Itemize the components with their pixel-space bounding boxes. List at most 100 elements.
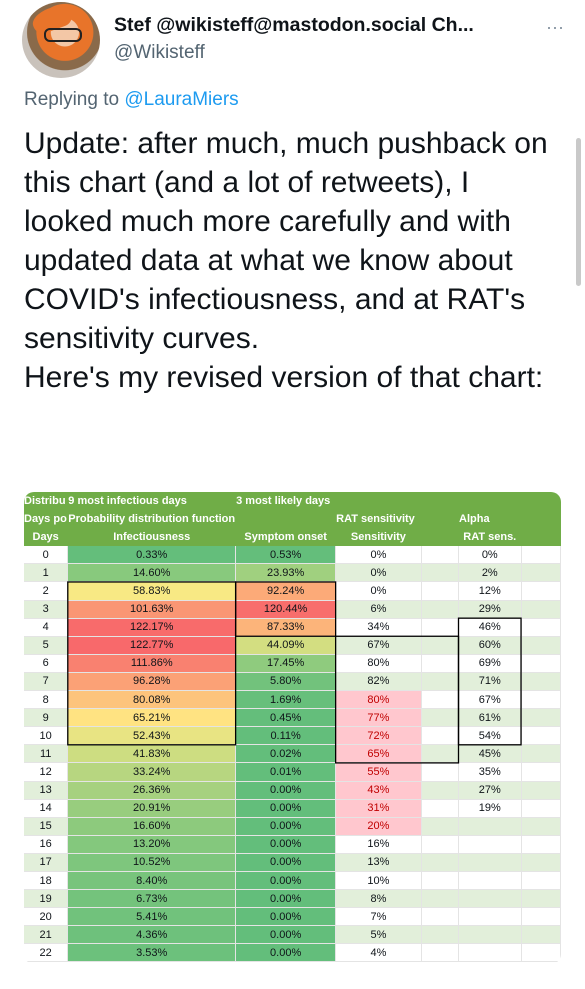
empty-cell <box>521 835 561 854</box>
cell-onset: 0.00% <box>235 871 337 891</box>
cell-day: 0 <box>24 545 69 565</box>
empty-cell <box>521 708 561 728</box>
cell-sens: 20% <box>335 817 422 836</box>
display-name[interactable]: Stef @wikisteff@mastodon.social Ch... <box>114 14 474 36</box>
cell-day: 9 <box>24 708 69 728</box>
cell-inf: 58.83% <box>67 581 237 601</box>
cell-alpha: 27% <box>458 781 522 800</box>
cell-sens: 43% <box>335 781 422 800</box>
cell-inf: 96.28% <box>67 672 237 692</box>
cell-alpha <box>458 853 522 872</box>
reply-mention-link[interactable]: @LauraMiers <box>124 89 239 110</box>
cell-inf: 20.91% <box>67 799 237 818</box>
cell-inf: 6.73% <box>67 889 237 909</box>
empty-cell <box>421 563 460 583</box>
spreadsheet-table: Distribu 9 most infectious days 3 most lik… <box>24 492 561 963</box>
cell-alpha: 2% <box>458 563 522 583</box>
header-cell: Distribu <box>24 492 69 511</box>
cell-inf: 16.60% <box>67 817 237 836</box>
header-cell: Probability distribution function <box>67 509 237 529</box>
cell-inf: 101.63% <box>67 600 237 619</box>
empty-cell <box>421 943 460 963</box>
cell-onset: 17.45% <box>235 654 337 673</box>
cell-day: 2 <box>24 581 69 601</box>
cell-sens: 31% <box>335 799 422 818</box>
empty-cell <box>521 581 561 601</box>
cell-sens: 80% <box>335 654 422 673</box>
user-handle[interactable]: @Wikisteff <box>114 42 205 63</box>
table-row: 15 16.60% 0.00% 20% <box>24 817 561 836</box>
cell-alpha: 19% <box>458 799 522 818</box>
empty-cell <box>421 618 460 637</box>
cell-sens: 4% <box>335 943 422 963</box>
cell-inf: 111.86% <box>67 654 237 673</box>
empty-cell <box>421 600 460 619</box>
table-row: 12 33.24% 0.01% 55% 35% <box>24 762 561 782</box>
replying-to: Replying to @LauraMiers <box>24 89 239 111</box>
cell-inf: 65.21% <box>67 708 237 728</box>
more-options-icon[interactable]: ⋯ <box>546 18 565 38</box>
cell-inf: 5.41% <box>67 907 237 927</box>
table-row: 11 41.83% 0.02% 65% 45% <box>24 744 561 764</box>
header-cell <box>421 492 460 511</box>
header-cell: Infectiousness <box>67 527 237 547</box>
cell-onset: 0.00% <box>235 799 337 818</box>
cell-day: 5 <box>24 636 69 655</box>
cell-inf: 3.53% <box>67 943 237 963</box>
cell-day: 8 <box>24 690 69 710</box>
cell-day: 10 <box>24 726 69 746</box>
cell-onset: 0.02% <box>235 744 337 764</box>
cell-onset: 0.00% <box>235 925 337 945</box>
cell-sens: 72% <box>335 726 422 746</box>
header-cell: Symptom onset <box>235 527 337 547</box>
table-row: 7 96.28% 5.80% 82% 71% <box>24 672 561 692</box>
cell-alpha <box>458 871 522 891</box>
header-cell: Sensitivity <box>335 527 422 547</box>
cell-onset: 0.11% <box>235 726 337 746</box>
cell-alpha: 67% <box>458 690 522 710</box>
header-cell <box>421 509 460 529</box>
cell-alpha: 61% <box>458 708 522 728</box>
cell-sens: 34% <box>335 618 422 637</box>
empty-cell <box>421 889 460 909</box>
chart-image[interactable]: Distribu 9 most infectious days 3 most lik… <box>24 492 561 964</box>
cell-sens: 5% <box>335 925 422 945</box>
tweet-paragraph: Update: after much, much pushback on thi… <box>24 127 548 355</box>
cell-onset: 0.00% <box>235 817 337 836</box>
empty-cell <box>421 762 460 782</box>
scrollbar[interactable] <box>576 138 581 286</box>
header-cell: Days <box>24 527 69 547</box>
avatar[interactable] <box>22 2 100 78</box>
cell-day: 6 <box>24 654 69 673</box>
header-cell <box>521 509 561 529</box>
empty-cell <box>521 762 561 782</box>
table-row: 20 5.41% 0.00% 7% <box>24 907 561 927</box>
table-row: 21 4.36% 0.00% 5% <box>24 925 561 945</box>
cell-inf: 13.20% <box>67 835 237 854</box>
empty-cell <box>421 835 460 854</box>
empty-cell <box>421 726 460 746</box>
cell-alpha: 29% <box>458 600 522 619</box>
cell-day: 1 <box>24 563 69 583</box>
cell-onset: 0.45% <box>235 708 337 728</box>
cell-onset: 0.00% <box>235 781 337 800</box>
cell-inf: 80.08% <box>67 690 237 710</box>
header-cell: RAT sensitivity <box>335 509 422 529</box>
table-row: 3 101.63% 120.44% 6% 29% <box>24 600 561 619</box>
table-row: 19 6.73% 0.00% 8% <box>24 889 561 909</box>
empty-cell <box>421 799 460 818</box>
cell-day: 11 <box>24 744 69 764</box>
cell-onset: 0.00% <box>235 907 337 927</box>
header-cell: RAT sens. <box>458 527 522 547</box>
cell-inf: 52.43% <box>67 726 237 746</box>
empty-cell <box>521 563 561 583</box>
cell-onset: 0.00% <box>235 835 337 854</box>
cell-alpha: 0% <box>458 545 522 565</box>
cell-day: 4 <box>24 618 69 637</box>
cell-onset: 0.53% <box>235 545 337 565</box>
cell-day: 12 <box>24 762 69 782</box>
cell-inf: 122.77% <box>67 636 237 655</box>
empty-cell <box>521 817 561 836</box>
cell-sens: 0% <box>335 563 422 583</box>
header-cell: 3 most likely days <box>235 492 337 511</box>
